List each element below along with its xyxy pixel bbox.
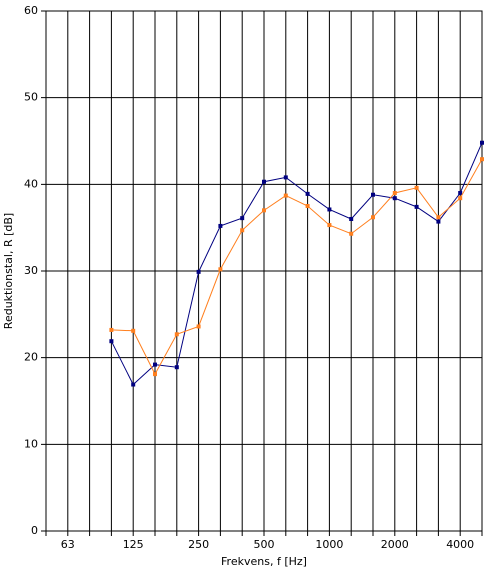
- data-point: [283, 175, 288, 180]
- y-tick-label: 10: [24, 437, 38, 450]
- data-point: [392, 191, 397, 195]
- data-point: [153, 362, 157, 367]
- data-point: [414, 204, 419, 209]
- data-point: [349, 217, 354, 221]
- data-point: [109, 327, 114, 332]
- data-point: [436, 215, 441, 220]
- data-point: [305, 204, 310, 208]
- x-tick-label: 4000: [446, 538, 474, 551]
- data-point: [458, 191, 463, 195]
- y-tick-label: 20: [24, 351, 38, 364]
- data-point: [262, 179, 266, 184]
- data-point: [218, 267, 223, 272]
- data-point: [109, 339, 114, 344]
- data-point: [283, 193, 288, 198]
- x-axis-label: Frekvens, f [Hz]: [221, 555, 307, 568]
- data-point: [349, 231, 354, 236]
- y-tick-label: 30: [24, 264, 38, 277]
- data-point: [218, 223, 223, 228]
- data-point: [392, 196, 397, 201]
- data-point: [240, 216, 245, 221]
- x-tick-label: 500: [254, 538, 275, 551]
- data-point: [327, 223, 332, 228]
- data-point: [174, 365, 179, 370]
- data-point: [371, 215, 375, 220]
- y-tick-label: 40: [24, 177, 38, 190]
- data-point: [480, 140, 484, 145]
- data-point: [262, 208, 266, 213]
- data-point: [240, 228, 245, 233]
- data-point: [131, 328, 136, 333]
- x-tick-label: 2000: [381, 538, 409, 551]
- data-point: [458, 196, 463, 201]
- plot-frame: [45, 10, 483, 532]
- data-point: [371, 192, 375, 197]
- series-line: [110, 142, 483, 386]
- data-point: [480, 157, 484, 162]
- data-point: [414, 185, 419, 190]
- y-tick-label: 50: [24, 91, 38, 104]
- data-point: [305, 191, 310, 196]
- x-tick-label: 250: [188, 538, 209, 551]
- x-tick-label: 125: [123, 538, 144, 551]
- data-point: [327, 207, 332, 212]
- data-point: [196, 324, 201, 329]
- data-point: [436, 219, 441, 224]
- data-point: [196, 269, 201, 274]
- x-tick-label: 63: [61, 538, 75, 551]
- data-point: [131, 382, 136, 387]
- data-point: [174, 332, 179, 337]
- y-axis-label: Reduktionstal, R [dB]: [2, 213, 15, 329]
- data-point: [153, 372, 157, 377]
- y-tick-label: 60: [24, 4, 38, 17]
- y-tick-label: 0: [31, 524, 38, 537]
- series-line: [111, 158, 483, 376]
- x-tick-label: 1000: [315, 538, 343, 551]
